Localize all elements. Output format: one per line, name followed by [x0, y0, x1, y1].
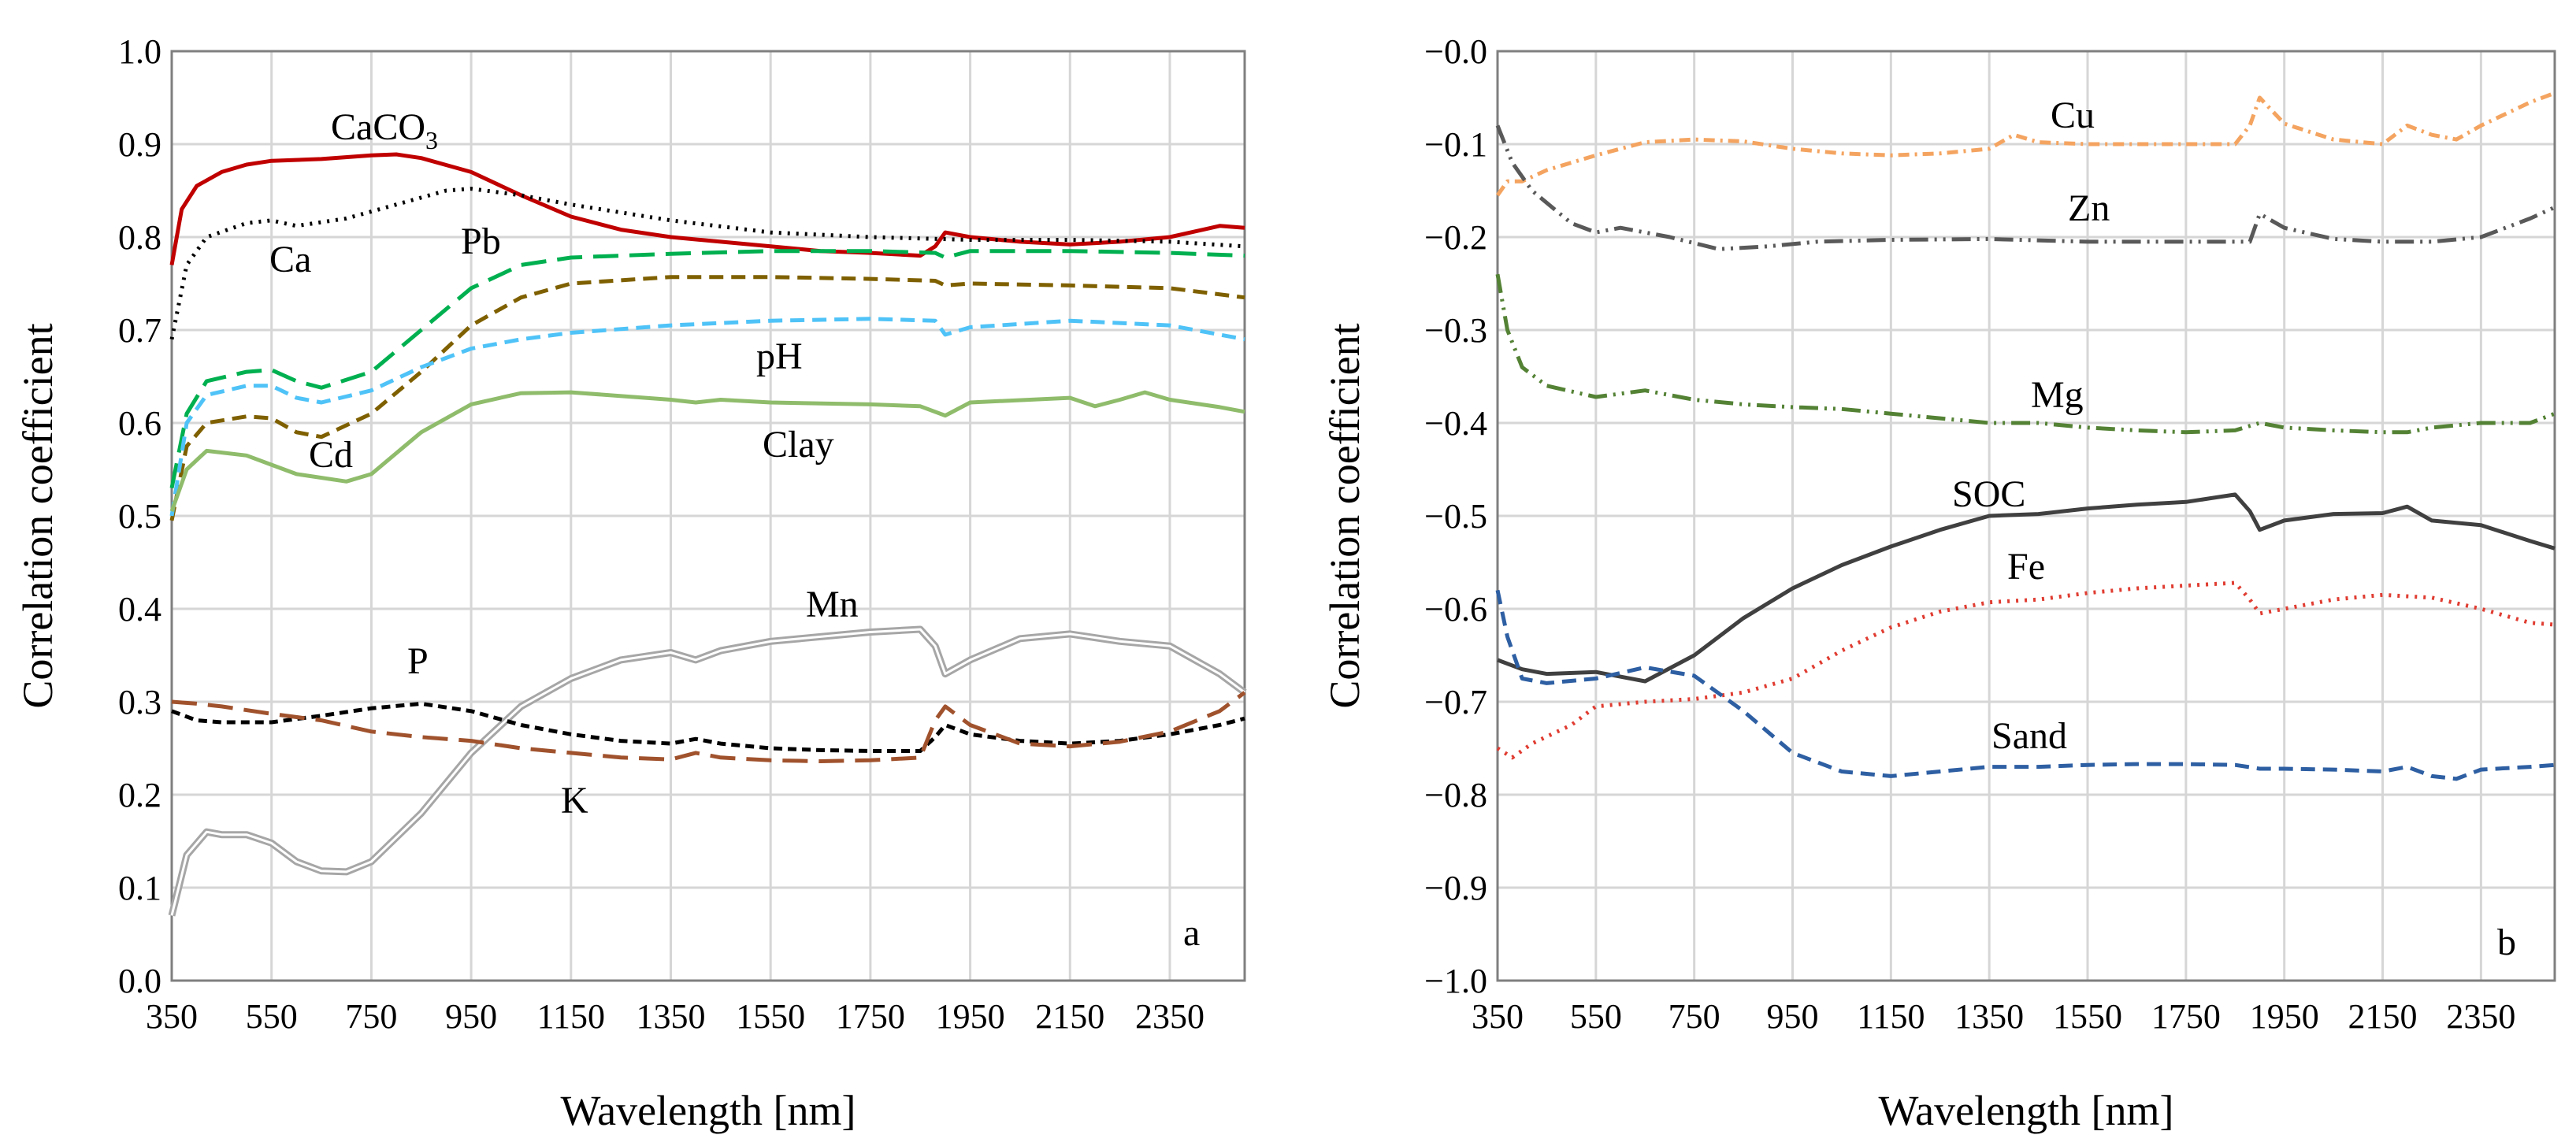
x-tick-label: 1750	[836, 997, 905, 1036]
label-zn: Zn	[2068, 187, 2110, 229]
x-tick-labels-b: 350 550 750 950 1150 1350 1550 1750 1950 2150 2350	[1472, 997, 2515, 1036]
label-mn: Mn	[806, 584, 859, 625]
y-tick-label: 0.3	[118, 683, 161, 721]
x-tick-label: 1150	[537, 997, 605, 1036]
label-p: P	[407, 640, 429, 682]
x-tick-label: 2350	[2446, 997, 2515, 1036]
series-mn-line-inner	[170, 628, 1245, 916]
label-cu: Cu	[2051, 95, 2095, 136]
y-tick-label: 0.5	[118, 497, 161, 536]
y-tick-label: −1.0	[1424, 962, 1487, 1000]
label-clay: Clay	[763, 424, 834, 465]
series-sand-line	[1495, 589, 2556, 781]
series-lines-b	[1495, 91, 2556, 781]
x-tick-label: 1150	[1857, 997, 1925, 1036]
x-tick-label: 1950	[2250, 997, 2319, 1036]
x-tick-label: 1550	[736, 997, 805, 1036]
series-p-line	[171, 701, 1245, 753]
x-tick-label: 750	[345, 997, 397, 1036]
label-caco3: CaCO3	[331, 106, 438, 154]
y-tick-label: −0.2	[1424, 218, 1487, 257]
series-mn-line	[168, 625, 1247, 917]
x-tick-labels-a: 350 550 750 950 1150 1350 1550 1750 1950 2150 2350	[146, 997, 1204, 1036]
y-axis-title-b: Correlation coefficient	[1321, 323, 1368, 708]
y-tick-label: −0.5	[1424, 497, 1487, 536]
series-cd-line	[169, 275, 1245, 521]
x-axis-title-a: Wavelength [nm]	[560, 1087, 856, 1134]
y-tick-label: −0.9	[1424, 869, 1487, 907]
y-tick-label: 0.8	[118, 218, 161, 257]
series-clay-line	[169, 390, 1245, 512]
label-soc: SOC	[1952, 473, 2025, 515]
series-soc-line	[1497, 492, 2556, 684]
y-tick-label: −0.1	[1424, 125, 1487, 164]
x-tick-label: 350	[1472, 997, 1524, 1036]
series-pb-line	[169, 249, 1245, 489]
y-tick-label: −0.0	[1424, 32, 1487, 71]
y-tick-label: −0.3	[1424, 311, 1487, 350]
series-lines-a	[168, 152, 1247, 917]
x-tick-label: 1750	[2151, 997, 2221, 1036]
x-tick-label: 550	[246, 997, 298, 1036]
x-tick-label: 1350	[1954, 997, 2024, 1036]
x-tick-label: 350	[146, 997, 198, 1036]
series-mg-line	[1495, 273, 2556, 435]
y-tick-label: 0.2	[118, 776, 161, 814]
y-tick-label: −0.4	[1424, 404, 1487, 443]
series-k-line	[171, 691, 1246, 763]
x-tick-label: 550	[1570, 997, 1622, 1036]
y-tick-label: 0.6	[118, 404, 161, 443]
series-caco3-line	[169, 152, 1245, 265]
x-axis-title-b: Wavelength [nm]	[1878, 1087, 2173, 1134]
y-tick-label: −0.7	[1424, 683, 1487, 721]
x-tick-label: 2150	[2348, 997, 2418, 1036]
y-tick-label: −0.8	[1424, 776, 1487, 814]
x-tick-label: 2350	[1135, 997, 1204, 1036]
label-ca: Ca	[269, 239, 311, 280]
series-ph-line	[169, 317, 1245, 517]
y-tick-label: 0.7	[118, 311, 161, 350]
label-cd: Cd	[309, 434, 353, 476]
series-zn-line	[1495, 124, 2556, 251]
label-k: K	[561, 780, 588, 821]
y-tick-label: 0.0	[118, 962, 161, 1000]
plot-area-b	[1496, 50, 2556, 982]
y-tick-labels-b: −1.0 −0.9 −0.8 −0.7 −0.6 −0.5 −0.4 −0.3 −0.2 −0.1…	[1424, 32, 1487, 1000]
label-fe: Fe	[2007, 546, 2045, 588]
x-tick-label: 750	[1668, 997, 1720, 1036]
y-tick-label: 0.1	[118, 869, 161, 907]
panel-a: 0.0 0.1 0.2 0.3 0.4 0.5 0.6 0.7 0.8 0.9 1.0 350 550…	[14, 32, 1247, 1134]
series-fe-line	[1496, 580, 2556, 760]
panel-letter-b: b	[2497, 922, 2516, 963]
y-axis-title-a: Correlation coefficient	[14, 323, 61, 708]
y-tick-label: 1.0	[118, 32, 161, 71]
series-cu-line	[1495, 91, 2556, 197]
label-pb: Pb	[461, 221, 501, 262]
x-tick-label: 2150	[1035, 997, 1104, 1036]
x-tick-label: 1550	[2053, 997, 2122, 1036]
label-ph: pH	[756, 336, 803, 377]
label-sand: Sand	[1991, 715, 2067, 757]
y-tick-label: 0.9	[118, 125, 161, 164]
y-tick-labels-a: 0.0 0.1 0.2 0.3 0.4 0.5 0.6 0.7 0.8 0.9 1.0	[118, 32, 161, 1000]
x-tick-label: 950	[1767, 997, 1819, 1036]
label-mg: Mg	[2031, 374, 2084, 416]
y-tick-label: −0.6	[1424, 590, 1487, 629]
series-ca-line	[169, 187, 1245, 340]
y-tick-label: 0.4	[118, 590, 161, 629]
x-tick-label: 1950	[936, 997, 1005, 1036]
x-tick-label: 1350	[636, 997, 705, 1036]
x-tick-label: 950	[445, 997, 497, 1036]
grid-a	[170, 50, 1245, 982]
panel-b: −1.0 −0.9 −0.8 −0.7 −0.6 −0.5 −0.4 −0.3 −0.2 −0.1…	[1321, 32, 2556, 1134]
panel-letter-a: a	[1183, 912, 1200, 954]
